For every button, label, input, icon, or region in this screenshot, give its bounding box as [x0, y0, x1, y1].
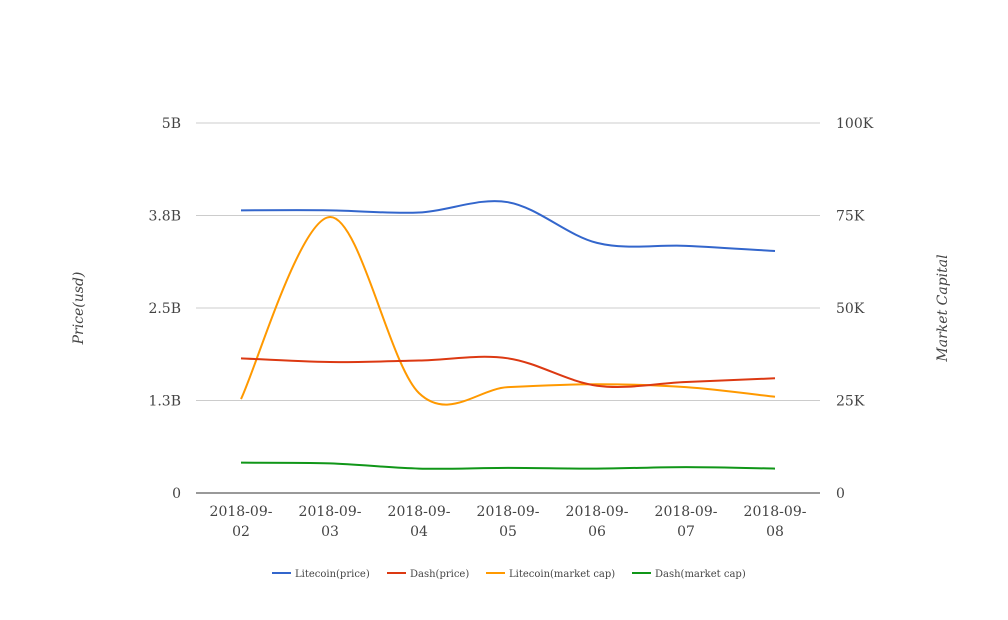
x-tick-label: 05 [499, 524, 517, 540]
y2-axis-title: Market Capital [935, 254, 951, 362]
x-tick-label: 07 [677, 524, 695, 540]
y-tick-label: 2.5B [148, 301, 181, 317]
legend-label: Dash(price) [410, 569, 469, 580]
x-tick-label: 06 [588, 524, 606, 540]
series-line-dash-market-cap [240, 461, 776, 470]
legend: Litecoin(price) Dash(price) Litecoin(marke… [272, 569, 746, 580]
x-tick-label: 08 [766, 524, 784, 540]
legend-label: Litecoin(market cap) [509, 569, 615, 580]
x-tick-label: 03 [321, 524, 339, 540]
y2-tick-label: 50K [836, 301, 865, 317]
x-tick-label: 2018-09- [744, 504, 807, 520]
x-tick-label: 2018-09- [477, 504, 540, 520]
y2-tick-label: 100K [836, 116, 874, 132]
y-tick-label: 3.8B [148, 209, 181, 225]
x-tick-label: 2018-09- [655, 504, 718, 520]
series-line-litecoin-market-cap [240, 215, 776, 406]
x-tick-label: 2018-09- [388, 504, 451, 520]
legend-label: Litecoin(price) [295, 569, 370, 580]
y-axis-right: 0 25K 50K 75K 100K [836, 116, 874, 502]
y2-tick-label: 25K [836, 394, 865, 410]
x-tick-label: 02 [232, 524, 250, 540]
x-tick-label: 2018-09- [566, 504, 629, 520]
x-tick-label: 04 [410, 524, 428, 540]
y-axis-title: Price(usd) [71, 272, 87, 346]
y-tick-label: 5B [162, 116, 181, 132]
y2-tick-label: 0 [836, 486, 845, 502]
x-tick-label: 2018-09- [210, 504, 273, 520]
series-lines [240, 200, 776, 470]
series-line-dash-price [240, 355, 776, 388]
y-tick-label: 0 [172, 486, 181, 502]
x-axis: 2018-09- 02 2018-09- 03 2018-09- 04 2018-09- 05… [210, 504, 807, 540]
y-axis-left: 0 1.3B 2.5B 3.8B 5B [148, 116, 181, 502]
y-tick-label: 1.3B [148, 394, 181, 410]
series-line-litecoin-price [240, 200, 776, 253]
legend-label: Dash(market cap) [655, 569, 746, 580]
gridlines [196, 122, 820, 494]
x-tick-label: 2018-09- [299, 504, 362, 520]
y2-tick-label: 75K [836, 209, 865, 225]
